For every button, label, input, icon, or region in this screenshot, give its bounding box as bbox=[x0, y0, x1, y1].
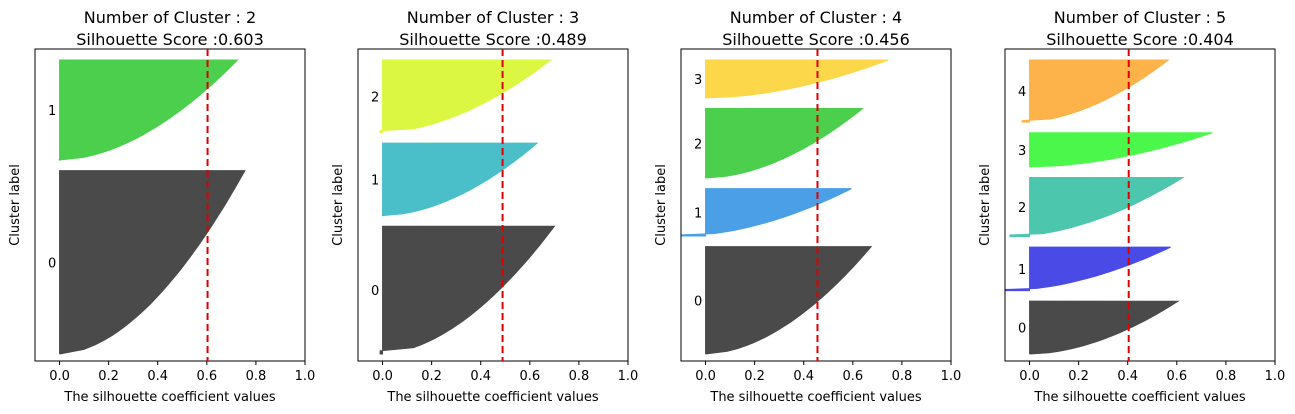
silhouette-cluster-0 bbox=[59, 170, 246, 355]
cluster-label-0: 0 bbox=[48, 256, 56, 271]
cluster-label-0: 0 bbox=[694, 294, 702, 309]
silhouette-cluster-2 bbox=[1009, 176, 1185, 238]
plot-frame bbox=[1004, 48, 1276, 362]
cluster-label-1: 1 bbox=[48, 104, 56, 119]
chart-title-line1: Number of Cluster : 3 bbox=[407, 8, 579, 27]
plot-frame bbox=[680, 48, 952, 362]
x-tick-label: 0.0 bbox=[372, 369, 393, 384]
y-axis-label: Cluster label bbox=[8, 164, 23, 246]
chart-panel-1: Number of Cluster : 2 Silhouette Score :0… bbox=[8, 8, 315, 405]
x-tick-label: 0.0 bbox=[695, 369, 716, 384]
chart-panel-4: Number of Cluster : 5 Silhouette Score :0… bbox=[978, 8, 1285, 405]
x-tick-label: 0.2 bbox=[744, 369, 765, 384]
silhouette-cluster-1 bbox=[381, 142, 539, 217]
x-tick-label: 0.6 bbox=[1166, 369, 1187, 384]
cluster-label-1: 1 bbox=[1018, 263, 1026, 278]
silhouette-cluster-2 bbox=[379, 59, 553, 134]
silhouette-cluster-1 bbox=[58, 59, 239, 161]
x-tick-label: 0.4 bbox=[470, 369, 491, 384]
silhouette-cluster-0 bbox=[379, 225, 556, 355]
y-axis-label: Cluster label bbox=[331, 164, 346, 246]
x-tick-label: 0.2 bbox=[98, 369, 119, 384]
chart-title-line2: Silhouette Score :0.603 bbox=[76, 30, 264, 49]
x-axis-label: The silhouette coefficient values bbox=[63, 390, 275, 405]
cluster-label-2: 2 bbox=[1018, 201, 1026, 216]
cluster-label-2: 2 bbox=[694, 137, 702, 152]
cluster-label-3: 3 bbox=[1018, 144, 1026, 159]
plot-frame bbox=[357, 48, 629, 362]
silhouette-cluster-1 bbox=[680, 188, 852, 237]
x-tick-label: 0.8 bbox=[569, 369, 590, 384]
silhouette-cluster-3 bbox=[705, 59, 889, 99]
y-axis-label: Cluster label bbox=[654, 164, 669, 246]
silhouette-cluster-2 bbox=[705, 107, 865, 179]
x-tick-label: 0.2 bbox=[1068, 369, 1089, 384]
silhouette-cluster-3 bbox=[1029, 132, 1213, 168]
x-tick-label: 0.8 bbox=[1216, 369, 1237, 384]
x-tick-label: 1.0 bbox=[618, 369, 639, 384]
y-axis-label: Cluster label bbox=[978, 164, 993, 246]
cluster-label-4: 4 bbox=[1018, 85, 1026, 100]
x-tick-label: 0.4 bbox=[147, 369, 168, 384]
cluster-label-2: 2 bbox=[371, 90, 379, 105]
x-tick-label: 0.8 bbox=[246, 369, 267, 384]
chart-title-line1: Number of Cluster : 2 bbox=[84, 8, 256, 27]
x-tick-label: 0.6 bbox=[196, 369, 217, 384]
cluster-label-1: 1 bbox=[371, 173, 379, 188]
chart-title-line2: Silhouette Score :0.456 bbox=[722, 30, 910, 49]
chart-title-line1: Number of Cluster : 5 bbox=[1054, 8, 1226, 27]
chart-panel-2: Number of Cluster : 3 Silhouette Score :0… bbox=[331, 8, 638, 405]
silhouette-cluster-1 bbox=[1004, 246, 1171, 292]
x-tick-label: 1.0 bbox=[941, 369, 962, 384]
silhouette-cluster-0 bbox=[705, 246, 873, 355]
x-tick-label: 1.0 bbox=[295, 369, 316, 384]
cluster-label-0: 0 bbox=[371, 284, 379, 299]
x-tick-label: 0.0 bbox=[1019, 369, 1040, 384]
x-axis-label: The silhouette coefficient values bbox=[386, 390, 598, 405]
x-tick-label: 0.4 bbox=[1117, 369, 1138, 384]
x-tick-label: 0.8 bbox=[892, 369, 913, 384]
chart-title-line2: Silhouette Score :0.489 bbox=[399, 30, 587, 49]
x-tick-label: 1.0 bbox=[1265, 369, 1286, 384]
x-axis-label: The silhouette coefficient values bbox=[1033, 390, 1245, 405]
chart-panel-3: Number of Cluster : 4 Silhouette Score :0… bbox=[654, 8, 961, 405]
x-tick-label: 0.6 bbox=[519, 369, 540, 384]
cluster-label-3: 3 bbox=[694, 73, 702, 88]
x-tick-label: 0.0 bbox=[49, 369, 70, 384]
x-axis-label: The silhouette coefficient values bbox=[709, 390, 921, 405]
x-tick-label: 0.6 bbox=[842, 369, 863, 384]
plot-frame bbox=[34, 48, 306, 362]
cluster-label-0: 0 bbox=[1018, 322, 1026, 337]
chart-title-line1: Number of Cluster : 4 bbox=[730, 8, 902, 27]
x-tick-label: 0.2 bbox=[421, 369, 442, 384]
silhouette-cluster-0 bbox=[1029, 300, 1180, 355]
chart-title-line2: Silhouette Score :0.404 bbox=[1046, 30, 1234, 49]
x-tick-label: 0.4 bbox=[793, 369, 814, 384]
silhouette-cluster-4 bbox=[1021, 59, 1170, 123]
cluster-label-1: 1 bbox=[694, 206, 702, 221]
